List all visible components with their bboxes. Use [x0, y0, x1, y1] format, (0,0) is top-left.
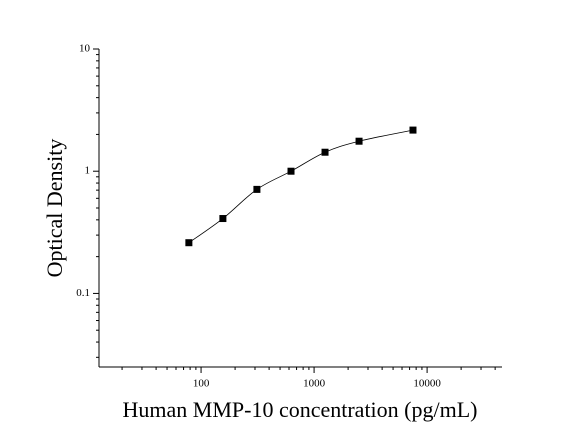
data-point [409, 126, 417, 134]
data-point [287, 167, 295, 175]
y-axis-label: Optical Density [42, 139, 67, 278]
data-point [355, 137, 363, 145]
x-axis-label: Human MMP-10 concentration (pg/mL) [123, 397, 478, 422]
data-point [321, 148, 329, 156]
data-point [253, 185, 261, 193]
x-tick-label: 10000 [413, 378, 441, 390]
x-tick-label: 100 [193, 378, 210, 390]
y-tick-label: 1 [85, 165, 91, 177]
x-tick-label: 1000 [303, 378, 326, 390]
data-point [185, 239, 193, 247]
y-tick-label: 0.1 [76, 287, 90, 299]
y-tick-label: 10 [79, 43, 91, 55]
data-point [219, 215, 227, 223]
fit-curve [188, 129, 414, 244]
